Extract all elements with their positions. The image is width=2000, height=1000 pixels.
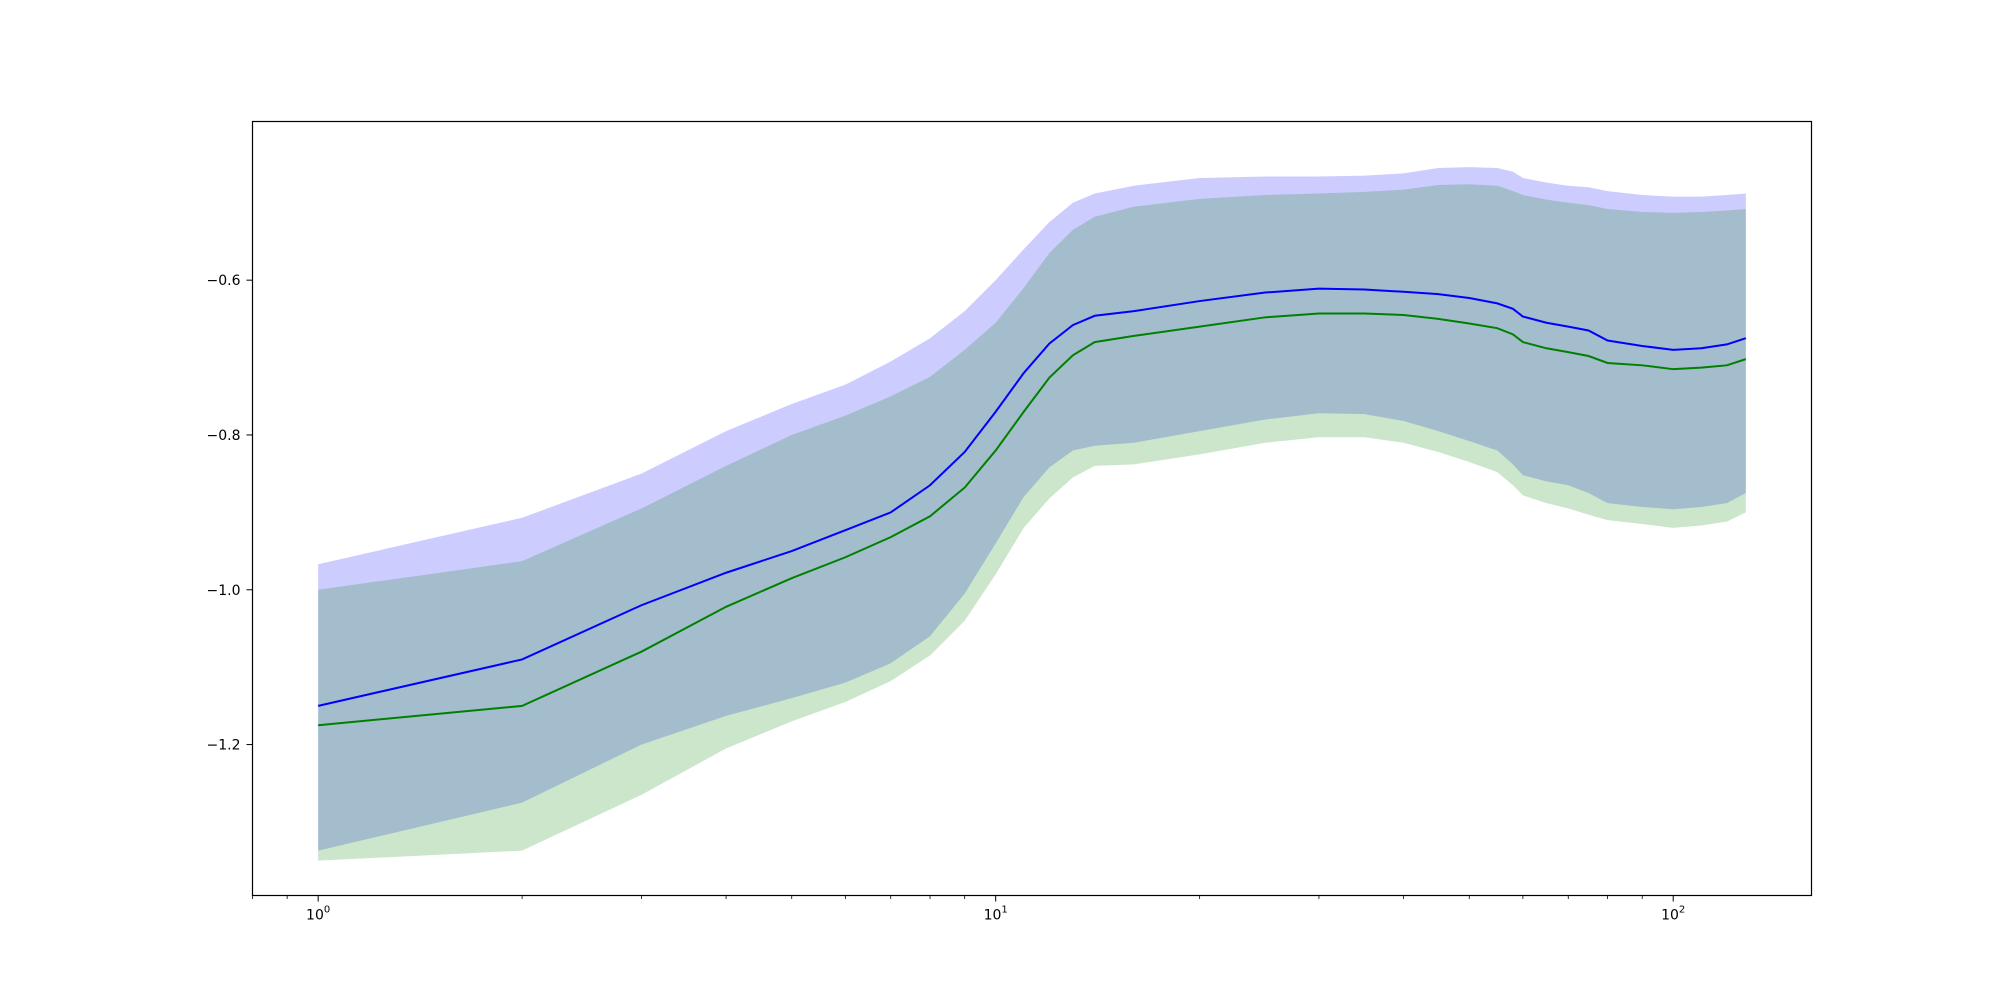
- band-series-2: [318, 184, 1746, 861]
- band-series-1: [318, 167, 1746, 851]
- y-axis-ticks: −0.6 −0.8 −1.0 −1.2: [207, 273, 253, 754]
- x-tick-label: 100: [306, 905, 330, 924]
- y-tick-label: −0.8: [207, 428, 241, 444]
- plot-frame: [251, 120, 1813, 897]
- line-series-1: [317, 287, 1747, 707]
- y-tick-label: −1.0: [207, 583, 241, 599]
- confidence-bands: [318, 167, 1746, 861]
- x-tick-label: 102: [1661, 905, 1685, 924]
- series-lines: [317, 287, 1747, 727]
- x-axis-ticks: 100 101 102: [252, 895, 1685, 924]
- y-tick-label: −0.6: [207, 273, 241, 289]
- x-tick-label: 101: [984, 905, 1008, 924]
- line-series-2: [318, 312, 1747, 727]
- y-tick-label: −1.2: [207, 738, 241, 754]
